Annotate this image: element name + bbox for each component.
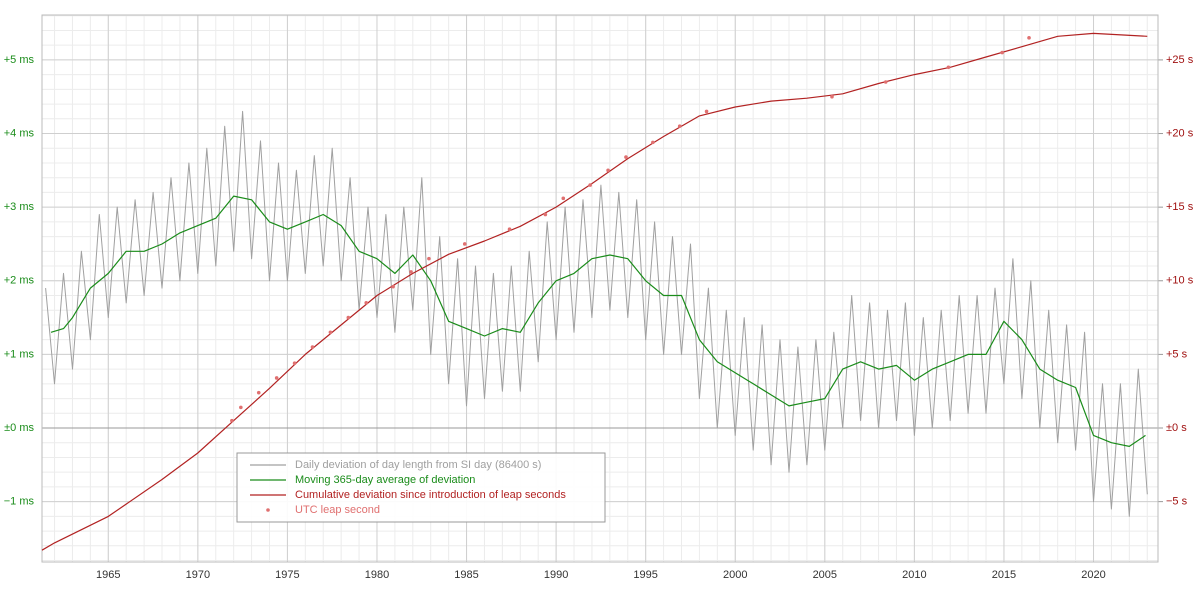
leap-second-dot	[1027, 36, 1031, 40]
legend-label: Cumulative deviation since introduction …	[295, 489, 566, 501]
x-tick-label: 1970	[186, 569, 210, 581]
leap-second-dot	[427, 256, 431, 261]
leap-second-dot	[883, 80, 888, 84]
legend-marker	[266, 508, 270, 512]
x-tick-label: 2010	[902, 569, 926, 581]
y-tick-label: +4 ms	[4, 127, 35, 139]
y-tick-label: +5 ms	[4, 54, 35, 66]
leap-second-dot	[606, 168, 610, 173]
y2-tick-label: +15 s	[1166, 201, 1194, 213]
y-tick-label: +1 ms	[4, 348, 35, 360]
series-line	[45, 110, 1148, 517]
leap-second-dot	[239, 405, 243, 410]
y2-tick-label: +20 s	[1166, 127, 1194, 139]
leap-second-dot	[328, 330, 333, 335]
legend-label: UTC leap second	[295, 504, 380, 516]
leap-second-dot	[1000, 50, 1004, 55]
leap-second-dot	[543, 212, 548, 217]
leap-second-dot	[588, 183, 592, 187]
leap-second-dot	[256, 390, 261, 395]
leap-second-dot	[624, 155, 628, 159]
leap-second-dot	[391, 284, 395, 289]
leap-second-dot	[364, 301, 369, 305]
x-tick-label: 2015	[992, 569, 1016, 581]
legend-box	[236, 452, 606, 523]
leap-second-dot	[292, 361, 297, 366]
leap-second-dot	[946, 65, 951, 70]
leap-second-dot	[346, 315, 351, 320]
y2-tick-label: ±0 s	[1166, 422, 1187, 434]
leap-second-dot	[677, 124, 682, 128]
y2-tick-label: +25 s	[1166, 54, 1194, 66]
x-tick-label: 1990	[544, 569, 568, 581]
y2-tick-label: +5 s	[1166, 348, 1188, 360]
y-tick-label: +2 ms	[4, 275, 35, 287]
leap-second-dot	[310, 345, 315, 349]
y-tick-label: +3 ms	[4, 201, 35, 213]
leap-second-dot	[561, 196, 566, 201]
legend-label: Daily deviation of day length from SI da…	[295, 459, 541, 471]
leap-second-dot	[409, 270, 413, 274]
x-tick-label: 2000	[723, 569, 747, 581]
leap-second-dot	[462, 242, 467, 246]
y2-tick-label: +10 s	[1166, 275, 1194, 287]
x-tick-label: 1975	[275, 569, 299, 581]
x-tick-label: 1980	[365, 569, 389, 581]
x-tick-label: 1995	[633, 569, 657, 581]
y-tick-label: −1 ms	[4, 496, 35, 508]
leap-second-dot	[704, 109, 709, 114]
leap-second-dot	[651, 140, 655, 145]
plot-frame	[41, 14, 1159, 563]
x-tick-label: 1965	[96, 569, 120, 581]
y-tick-label: ±0 ms	[4, 422, 34, 434]
x-tick-label: 2005	[813, 569, 837, 581]
legend-label: Moving 365-day average of deviation	[295, 474, 475, 486]
leap-second-dot	[274, 376, 279, 380]
leap-second-dot	[230, 418, 234, 423]
leap-second-dot	[507, 227, 512, 232]
x-tick-label: 1985	[454, 569, 478, 581]
series-line	[50, 195, 1146, 447]
y2-tick-label: −5 s	[1166, 496, 1188, 508]
leap-second-dot	[830, 94, 834, 99]
x-tick-label: 2020	[1081, 569, 1105, 581]
